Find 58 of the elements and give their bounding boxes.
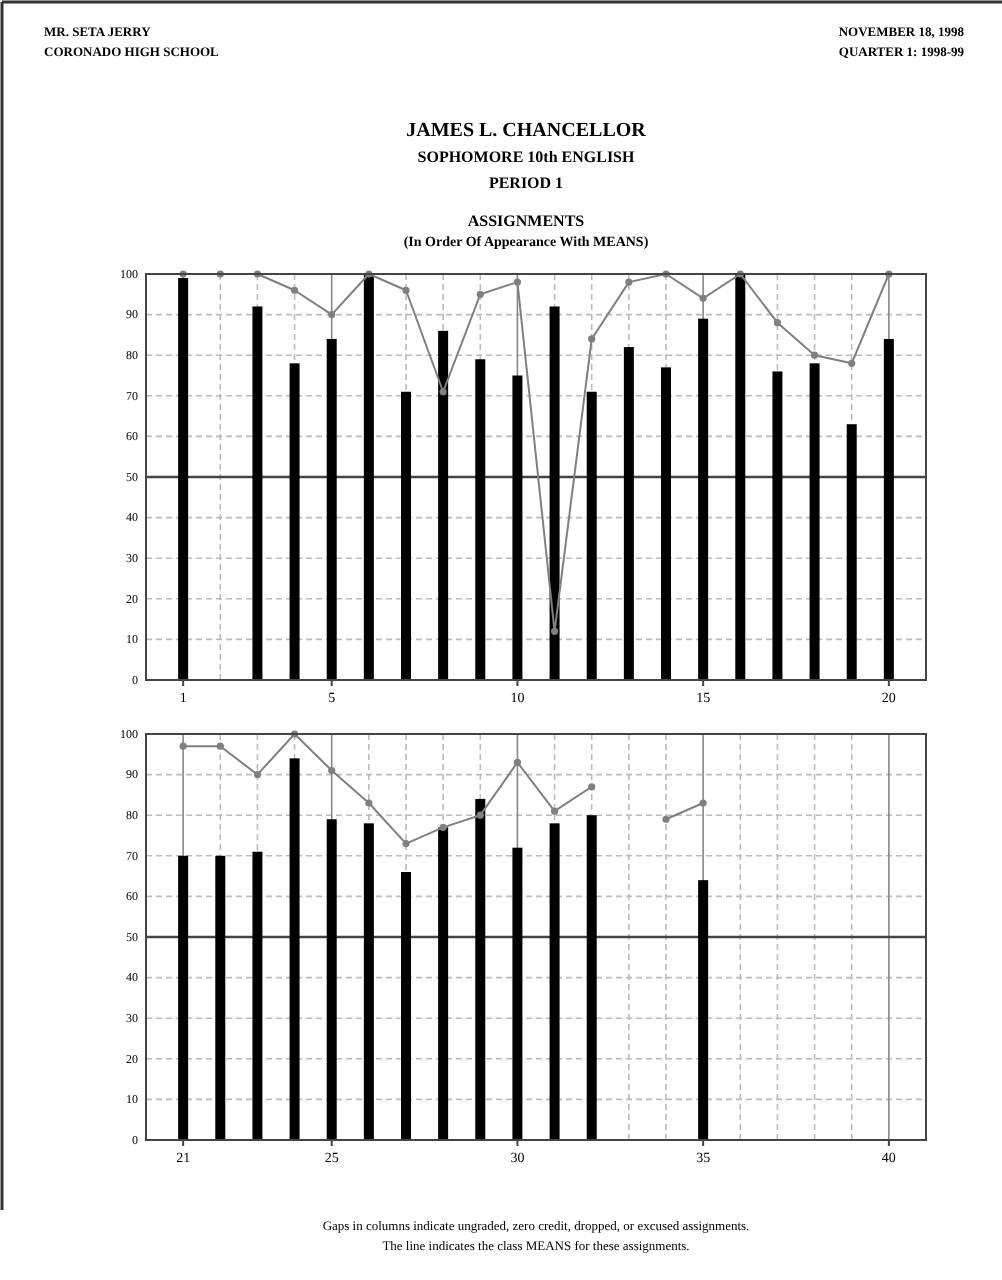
- bar: [178, 278, 189, 680]
- point: [699, 799, 707, 807]
- point: [402, 286, 410, 294]
- bar: [698, 880, 709, 1140]
- point: [216, 742, 224, 750]
- point: [625, 278, 633, 286]
- bar: [289, 363, 300, 680]
- point: [848, 359, 856, 367]
- point: [699, 294, 707, 302]
- point: [179, 742, 187, 750]
- bar: [215, 855, 226, 1140]
- bar: [475, 798, 486, 1140]
- bar: [846, 424, 857, 680]
- bar: [512, 847, 523, 1140]
- point: [588, 335, 596, 343]
- bar: [252, 306, 263, 680]
- point: [328, 766, 336, 775]
- bar: [809, 363, 820, 680]
- point: [402, 840, 410, 848]
- bar: [401, 872, 411, 1140]
- bar: [326, 338, 337, 680]
- point: [550, 807, 559, 815]
- point: [476, 290, 484, 298]
- point: [513, 758, 522, 767]
- bar: [363, 274, 374, 680]
- point: [365, 799, 373, 807]
- bar: [586, 815, 597, 1140]
- bar: [363, 823, 374, 1140]
- point: [328, 311, 336, 319]
- bar: [289, 758, 300, 1140]
- bar: [326, 819, 337, 1140]
- bar: [401, 391, 411, 680]
- bar: [698, 318, 709, 680]
- bar: [586, 391, 597, 680]
- chart-title: JAMES L. CHANCELLOR SOPHOMORE 10th ENGLISH PERIOD 1: [406, 120, 648, 192]
- point: [513, 278, 522, 286]
- point: [476, 811, 484, 819]
- bar: [661, 367, 671, 680]
- bar: [549, 306, 560, 680]
- point: [439, 823, 447, 831]
- point: [550, 627, 559, 635]
- bar: [883, 338, 894, 680]
- point: [253, 771, 262, 779]
- bar: [178, 855, 189, 1140]
- point: [439, 388, 447, 396]
- point: [773, 319, 782, 327]
- bar: [549, 823, 560, 1140]
- point: [662, 815, 670, 823]
- bar: [252, 851, 263, 1140]
- bar: [772, 371, 783, 680]
- point: [588, 783, 596, 791]
- bar: [623, 347, 634, 680]
- bar: [512, 375, 523, 680]
- bar: [438, 827, 449, 1140]
- point: [810, 351, 819, 359]
- bar: [438, 330, 449, 680]
- point: [290, 286, 299, 294]
- bar: [475, 359, 486, 680]
